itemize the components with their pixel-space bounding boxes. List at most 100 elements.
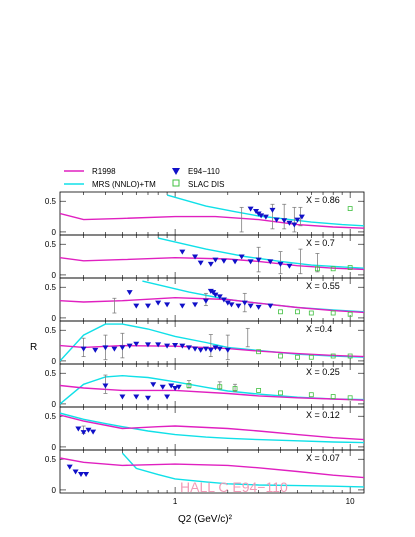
slac-point bbox=[330, 266, 336, 272]
e94-point bbox=[202, 298, 209, 304]
e94-point bbox=[126, 290, 133, 296]
legend-e94-label: E94−110 bbox=[188, 167, 220, 176]
e94-point bbox=[144, 342, 151, 348]
e94-point bbox=[80, 346, 87, 352]
e94-point bbox=[212, 292, 219, 298]
e94-point bbox=[111, 346, 118, 352]
e94-point bbox=[224, 300, 231, 306]
e94-point bbox=[175, 384, 182, 390]
e94-point bbox=[281, 218, 288, 224]
e94-point bbox=[75, 426, 82, 432]
e94-point bbox=[179, 343, 186, 349]
slac-point bbox=[295, 309, 300, 315]
e94-point bbox=[159, 384, 166, 390]
panel-4: 0 0.5 X = 0.25 bbox=[45, 363, 365, 409]
e94-point bbox=[172, 385, 179, 391]
e94-point bbox=[255, 304, 262, 310]
panel-plot-area bbox=[60, 194, 364, 233]
e94-point bbox=[247, 206, 254, 212]
e94-point bbox=[262, 214, 269, 220]
y-tick-label: 0.5 bbox=[45, 326, 57, 335]
y-tick-label: 0 bbox=[52, 357, 57, 366]
legend-slac-label: SLAC DIS bbox=[188, 180, 224, 189]
legend: R1998 MRS (NNLO)+TM E94−110 SLAC DIS bbox=[64, 167, 224, 189]
r1998-curve bbox=[60, 457, 364, 479]
e94-point bbox=[277, 261, 284, 267]
mrs-curve bbox=[166, 194, 364, 227]
legend-e94-marker bbox=[172, 168, 180, 175]
e94-point bbox=[238, 254, 245, 260]
y-tick-label: 0.5 bbox=[45, 369, 57, 378]
e94-point bbox=[224, 347, 231, 353]
e94-point bbox=[179, 249, 186, 255]
e94-point bbox=[269, 207, 276, 213]
slac-point bbox=[278, 353, 283, 359]
panel-label: X = 0.7 bbox=[306, 238, 335, 248]
slac-point bbox=[330, 353, 336, 359]
e94-point bbox=[273, 217, 280, 223]
e94-point bbox=[164, 343, 171, 349]
e94-point bbox=[78, 471, 85, 477]
slac-point bbox=[308, 310, 314, 316]
y-tick-label: 0.5 bbox=[45, 240, 57, 249]
e94-point bbox=[241, 300, 248, 306]
e94-point bbox=[133, 303, 140, 309]
e94-point bbox=[197, 347, 204, 353]
e94-point bbox=[80, 430, 87, 436]
watermark: HALL C E94−110 bbox=[180, 479, 288, 495]
y-tick-label: 0.5 bbox=[45, 412, 57, 421]
e94-point bbox=[247, 303, 254, 309]
slac-point bbox=[347, 265, 353, 270]
panel-plot-area bbox=[60, 452, 364, 488]
slac-point bbox=[256, 349, 262, 355]
y-tick-label: 0 bbox=[52, 443, 57, 452]
panel-label: X = 0.12 bbox=[306, 410, 340, 420]
e94-point bbox=[172, 342, 179, 348]
panel-5: 0 0.5 X = 0.12 bbox=[45, 406, 365, 452]
panel-plot-area bbox=[60, 237, 364, 275]
e94-point bbox=[150, 382, 157, 388]
e94-point bbox=[286, 220, 293, 226]
e94-point bbox=[291, 222, 298, 228]
panel-label: X =0.4 bbox=[306, 324, 332, 334]
e94-point bbox=[85, 427, 92, 433]
x-axis-title: Q2 (GeV/c)² bbox=[178, 514, 233, 525]
panel-label: X = 0.86 bbox=[306, 195, 340, 205]
r1998-curve bbox=[60, 256, 364, 271]
r1998-curve bbox=[60, 296, 364, 314]
e94-point bbox=[212, 257, 219, 263]
mrs-curve bbox=[121, 452, 364, 488]
e94-point bbox=[155, 342, 162, 348]
slac-point bbox=[186, 383, 192, 388]
slac-point bbox=[278, 390, 283, 396]
e94-point bbox=[247, 259, 254, 265]
panel-0: 0 0.5 X = 0.86 bbox=[45, 191, 365, 237]
y-tick-label: 0 bbox=[52, 271, 57, 280]
slac-point bbox=[232, 386, 238, 391]
panel-3: 0 0.5 X =0.4 bbox=[45, 320, 365, 366]
e94-point bbox=[267, 303, 274, 309]
panel-frame bbox=[59, 449, 365, 494]
mrs-curve bbox=[60, 412, 364, 444]
panel-2: 0 0.5 X = 0.55 bbox=[45, 277, 365, 323]
y-axis-title: R bbox=[30, 342, 37, 353]
panel-1: 0 0.5 X = 0.7 bbox=[45, 234, 365, 280]
e94-point bbox=[267, 259, 274, 265]
y-tick-label: 0.5 bbox=[45, 197, 57, 206]
e94-point bbox=[294, 217, 301, 223]
slac-point bbox=[347, 206, 353, 211]
e94-point bbox=[207, 261, 214, 267]
e94-point bbox=[298, 214, 305, 220]
e94-point bbox=[192, 254, 199, 260]
y-tick-label: 0 bbox=[52, 314, 57, 323]
e94-point bbox=[168, 383, 175, 389]
slac-point bbox=[308, 392, 314, 398]
legend-slac-marker bbox=[172, 179, 180, 187]
slac-point bbox=[347, 395, 353, 401]
e94-point bbox=[164, 394, 171, 400]
panel-6: 0 0.5 X = 0.07 bbox=[45, 449, 365, 495]
e94-point bbox=[197, 260, 204, 266]
y-tick-label: 0 bbox=[52, 400, 57, 409]
e94-point bbox=[133, 394, 140, 400]
